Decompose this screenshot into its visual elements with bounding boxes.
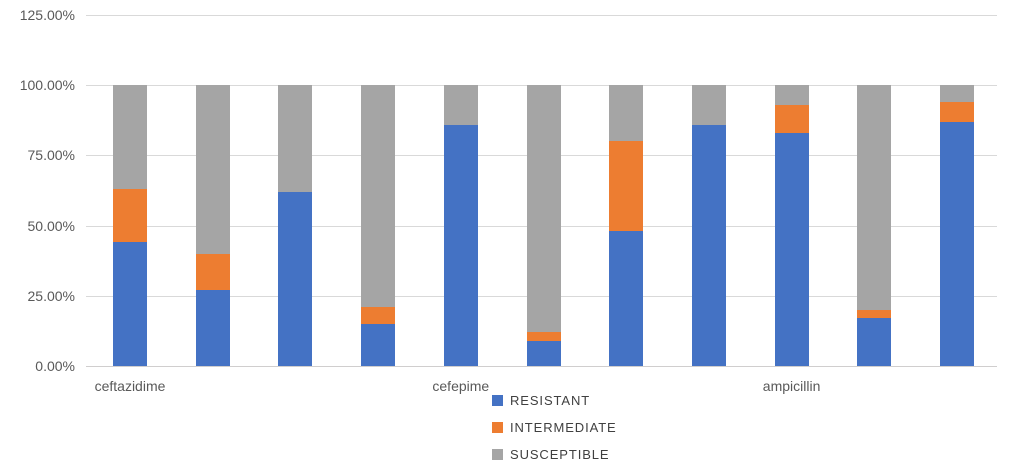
bar-segment-intermediate	[113, 189, 147, 243]
stacked-bar	[526, 85, 561, 366]
x-axis-category-label: ampicillin	[762, 378, 821, 394]
bar-segment-resistant	[361, 323, 396, 366]
legend-swatch-icon	[492, 449, 503, 460]
bar-segment-susceptible	[691, 85, 726, 125]
stacked-bar	[857, 85, 892, 366]
x-axis-category-label: cefepime	[432, 378, 490, 394]
y-axis-tick-label: 50.00%	[27, 217, 75, 234]
bar-segment-susceptible	[113, 85, 147, 190]
bar-segment-resistant	[691, 124, 726, 366]
legend-swatch-icon	[492, 395, 503, 406]
bar-segment-resistant	[609, 231, 644, 366]
bar-segment-resistant	[940, 121, 974, 366]
bar-segment-resistant	[526, 340, 561, 366]
stacked-bar	[609, 85, 644, 366]
bar-segment-resistant	[857, 318, 892, 366]
x-axis-line	[86, 366, 997, 367]
y-axis-tick-label: 125.00%	[19, 7, 75, 23]
legend-label: INTERMEDIATE	[510, 420, 617, 435]
horizontal-gridline	[86, 15, 997, 16]
legend-entry-resistant: RESISTANT	[492, 393, 617, 408]
stacked-bar	[443, 85, 478, 366]
bar-segment-susceptible	[609, 85, 644, 142]
bar-segment-susceptible	[443, 85, 478, 125]
bar-segment-intermediate	[609, 141, 644, 232]
stacked-bar	[940, 85, 974, 366]
bar-segment-resistant	[278, 191, 313, 366]
stacked-bar	[361, 85, 396, 366]
legend-label: SUSCEPTIBLE	[510, 447, 610, 462]
bar-segment-intermediate	[940, 102, 974, 122]
y-axis-tick-label: 100.00%	[19, 77, 75, 94]
bar-segment-resistant	[774, 132, 809, 366]
bar-segment-susceptible	[195, 85, 230, 254]
bar-segment-resistant	[443, 124, 478, 366]
bar-segment-resistant	[195, 290, 230, 366]
bar-segment-resistant	[113, 242, 147, 366]
legend-entry-susceptible: SUSCEPTIBLE	[492, 447, 617, 462]
stacked-bar	[278, 85, 313, 366]
bar-segment-susceptible	[526, 85, 561, 333]
y-axis-tick-label: 0.00%	[35, 358, 75, 374]
bar-segment-intermediate	[774, 104, 809, 133]
bar-segment-intermediate	[195, 253, 230, 291]
y-axis-tick-label: 25.00%	[27, 287, 75, 304]
stacked-bar	[113, 85, 147, 366]
stacked-bar	[774, 85, 809, 366]
bar-segment-susceptible	[774, 85, 809, 105]
chart-legend: RESISTANT INTERMEDIATE SUSCEPTIBLE	[492, 393, 617, 462]
stacked-bar	[195, 85, 230, 366]
bar-segment-susceptible	[940, 85, 974, 103]
bar-segment-susceptible	[278, 85, 313, 192]
bar-segment-susceptible	[361, 85, 396, 308]
bar-segment-intermediate	[526, 332, 561, 341]
bar-segment-intermediate	[857, 309, 892, 319]
legend-label: RESISTANT	[510, 393, 591, 408]
x-axis-category-label: ceftazidime	[94, 378, 166, 394]
bar-segment-intermediate	[361, 307, 396, 324]
legend-entry-intermediate: INTERMEDIATE	[492, 420, 617, 435]
stacked-bar	[691, 85, 726, 366]
y-axis-tick-label: 75.00%	[27, 147, 75, 164]
bar-segment-susceptible	[857, 85, 892, 310]
legend-swatch-icon	[492, 422, 503, 433]
